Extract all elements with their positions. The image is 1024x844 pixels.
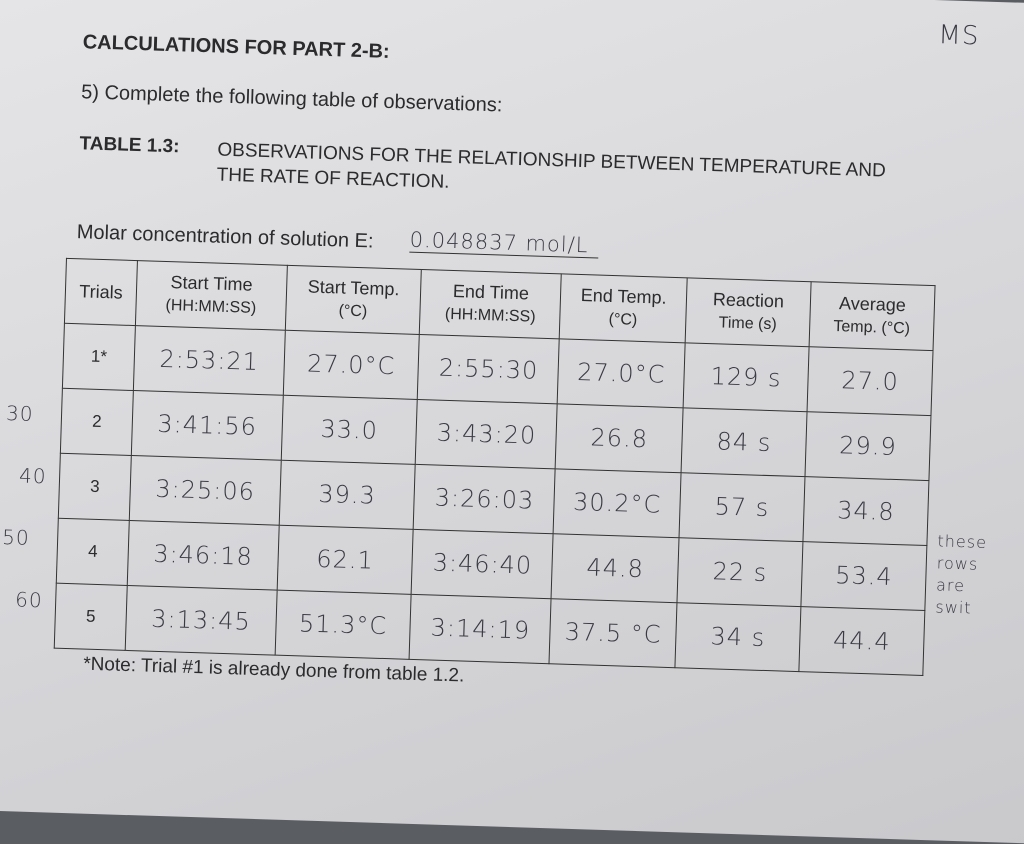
trial-cell: 5 (54, 583, 128, 651)
data-cell: 84 s (680, 407, 808, 477)
column-unit: Temp. (°C) (833, 317, 911, 338)
column-name: Start Temp. (307, 276, 400, 300)
trial-cell: 1* (62, 323, 136, 391)
column-unit: Time (s) (718, 314, 777, 334)
instruction: 5) Complete the following table of obser… (80, 81, 503, 117)
data-cell: 3:25:06 (129, 455, 281, 526)
trial-cell: 3 (58, 453, 132, 521)
data-cell: 129 s (682, 342, 810, 412)
heading: CALCULATIONS FOR PART 2-B: (82, 31, 390, 63)
data-cell: 62.1 (276, 525, 414, 595)
initials: MS (937, 20, 980, 52)
data-cell: 34.8 (802, 476, 929, 546)
data-cell: 37.5 °C (549, 598, 677, 668)
molar-value: 0.048837 mol/L (409, 227, 599, 259)
data-cell: 26.8 (555, 403, 683, 473)
data-cell: 44.4 (798, 606, 925, 676)
table-body: 1* 2:53:21 27.0°C 2:55:30 27.0°C 129 s 27.0 2 3:… (54, 323, 934, 676)
data-cell: 29.9 (805, 411, 931, 481)
data-cell: 39.3 (278, 460, 416, 530)
column-header: Average Temp. (°C) (809, 281, 936, 351)
column-unit: (°C) (338, 302, 368, 321)
data-cell: 3:43:20 (415, 399, 558, 469)
trial-cell: 4 (56, 518, 130, 586)
column-unit: (HH:MM:SS) (444, 305, 536, 326)
data-cell: 22 s (676, 537, 803, 607)
column-header: End Time (HH:MM:SS) (419, 269, 562, 339)
data-cell: 51.3°C (274, 590, 412, 660)
column-header: Reaction Time (s) (684, 277, 812, 347)
column-header: Trials (64, 258, 138, 326)
data-cell: 57 s (678, 472, 806, 542)
data-cell: 3:41:56 (131, 390, 283, 461)
column-name: End Temp. (580, 285, 667, 308)
data-cell: 44.8 (551, 533, 679, 603)
column-unit: (°C) (608, 310, 638, 329)
data-cell: 3:26:03 (413, 464, 556, 534)
molar-label: Molar concentration of solution E: (76, 221, 374, 253)
table-label: TABLE 1.3: (79, 133, 180, 158)
data-cell: 3:46:40 (411, 529, 554, 599)
margin-note: 30 (5, 401, 34, 426)
table-title: OBSERVATIONS FOR THE RELATIONSHIP BETWEE… (216, 139, 887, 193)
data-cell: 33.0 (280, 395, 418, 465)
data-cell: 27.0 (807, 346, 934, 416)
column-unit: (HH:MM:SS) (165, 296, 257, 317)
data-cell: 53.4 (800, 541, 927, 611)
column-header: End Temp. (°C) (559, 273, 688, 343)
data-cell: 3:14:19 (409, 594, 552, 664)
data-cell: 3:46:18 (127, 520, 279, 591)
column-name: Trials (79, 281, 123, 303)
margin-note: 40 (18, 463, 47, 489)
trial-cell: 2 (60, 388, 134, 456)
data-cell: 34 s (674, 602, 801, 672)
column-header: Start Time (HH:MM:SS) (135, 260, 287, 331)
side-note: these rows are swit (935, 531, 988, 618)
data-cell: 2:55:30 (417, 334, 560, 404)
margin-note: 50 (1, 524, 31, 550)
data-cell: 2:53:21 (133, 325, 285, 396)
column-header: Start Temp. (°C) (284, 265, 422, 335)
margin-notes: 30 40 50 60 (0, 0, 1024, 612)
data-cell: 27.0°C (557, 338, 685, 408)
data-cell: 27.0°C (282, 330, 420, 400)
data-cell: 30.2°C (553, 468, 681, 538)
margin-note: 60 (14, 587, 44, 613)
observation-table: Trials Start Time (HH:MM:SS) Start Temp. (°C… (54, 258, 936, 676)
data-cell: 3:13:45 (125, 585, 277, 656)
